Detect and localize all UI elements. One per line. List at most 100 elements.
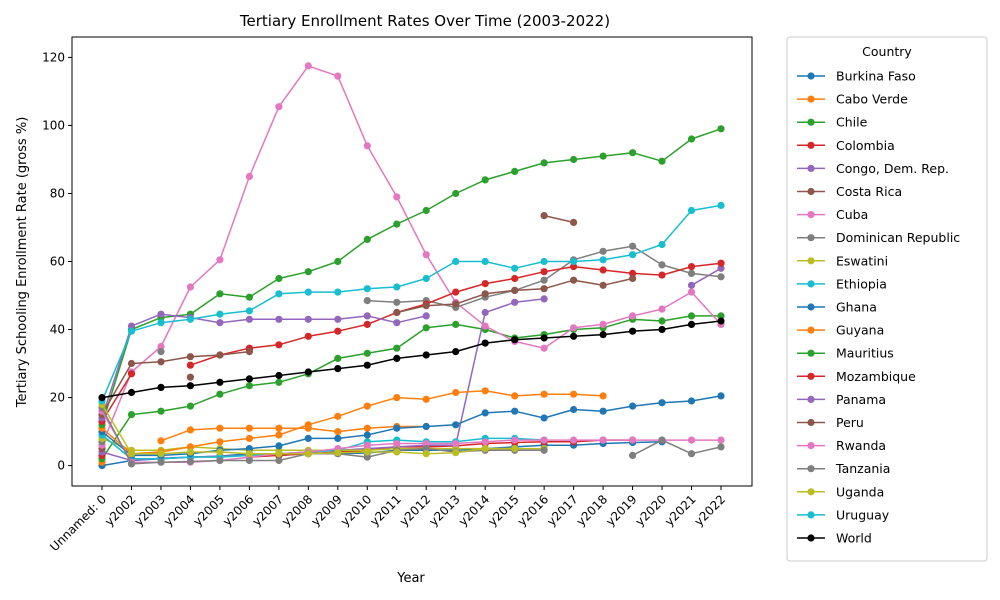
series-layer	[98, 62, 725, 470]
data-point	[245, 434, 253, 442]
data-point	[452, 388, 460, 397]
data-point	[717, 259, 725, 267]
data-point	[687, 206, 696, 215]
data-point	[363, 285, 371, 293]
data-point	[658, 261, 666, 269]
legend-entry: Mauritius	[797, 346, 894, 361]
data-point	[363, 424, 371, 432]
data-point	[186, 448, 194, 456]
data-point	[393, 308, 401, 317]
data-point	[511, 445, 519, 453]
data-point	[127, 460, 136, 468]
data-point	[511, 167, 519, 175]
data-point	[540, 276, 548, 284]
data-point	[186, 382, 194, 390]
data-point	[157, 319, 165, 327]
series-line	[101, 313, 427, 419]
legend-swatch-marker	[807, 234, 815, 242]
data-point	[422, 251, 430, 259]
data-point	[304, 421, 312, 429]
legend-swatch-marker	[807, 349, 815, 357]
legend-swatch-marker	[807, 465, 815, 473]
data-point	[422, 422, 430, 431]
data-point	[245, 315, 253, 323]
data-point	[186, 361, 194, 369]
data-point	[481, 290, 489, 298]
data-point	[540, 334, 548, 342]
data-point	[334, 72, 342, 80]
data-point	[304, 288, 312, 296]
data-point	[275, 341, 283, 349]
data-point	[452, 288, 460, 296]
legend-label: Ethiopia	[836, 276, 887, 291]
data-point	[275, 290, 283, 298]
legend-entry: Tanzania	[797, 461, 890, 476]
legend-label: Colombia	[836, 138, 895, 153]
data-point	[687, 320, 696, 328]
data-point	[658, 240, 666, 249]
data-point	[629, 451, 637, 459]
legend-swatch-marker	[807, 534, 815, 542]
legend-entry: Cabo Verde	[797, 92, 908, 107]
series-line	[101, 434, 545, 460]
data-point	[658, 305, 666, 313]
data-point	[245, 293, 253, 301]
y-tick-label: 40	[50, 323, 65, 337]
data-point	[275, 456, 283, 465]
legend-entry: Eswatini	[797, 253, 888, 268]
data-point	[629, 402, 637, 410]
legend-entry: Burkina Faso	[797, 69, 916, 84]
legend-label: Eswatini	[836, 253, 888, 268]
data-point	[481, 308, 489, 317]
legend-entry: Guyana	[797, 323, 884, 338]
data-point	[599, 256, 607, 264]
data-point	[599, 392, 607, 400]
data-point	[599, 266, 607, 274]
data-point	[717, 436, 725, 444]
data-point	[717, 312, 725, 320]
data-point	[540, 295, 548, 303]
data-point	[334, 449, 342, 457]
data-point	[186, 457, 194, 466]
data-point	[334, 354, 342, 362]
legend-swatch-marker	[807, 95, 815, 103]
data-point	[304, 268, 312, 276]
data-point	[393, 344, 401, 352]
data-point	[186, 283, 194, 291]
legend-entry: Uruguay	[797, 507, 890, 522]
data-point	[216, 424, 224, 432]
legend-swatch-marker	[807, 395, 815, 403]
data-point	[363, 312, 371, 320]
data-point	[570, 332, 578, 340]
data-point	[157, 348, 165, 356]
data-point	[363, 235, 371, 243]
data-point	[393, 448, 401, 456]
data-point	[304, 450, 312, 458]
legend-entry: Costa Rica	[797, 184, 902, 199]
data-point	[393, 424, 401, 432]
y-tick-label: 80	[50, 186, 65, 200]
data-point	[275, 371, 283, 380]
data-point	[363, 453, 371, 461]
chart-title: Tertiary Enrollment Rates Over Time (200…	[239, 12, 610, 30]
series-world	[98, 317, 725, 402]
data-point	[452, 449, 460, 457]
data-point	[334, 288, 342, 296]
legend-entry: Uganda	[797, 484, 884, 499]
data-point	[629, 149, 637, 157]
data-point	[511, 336, 519, 344]
data-point	[452, 257, 460, 266]
data-point	[687, 263, 696, 271]
data-point	[157, 342, 165, 351]
data-point	[245, 172, 253, 181]
data-point	[658, 436, 666, 444]
y-tick-label: 0	[57, 459, 65, 473]
data-point	[540, 212, 548, 220]
data-point	[393, 394, 401, 402]
data-point	[422, 274, 430, 283]
data-point	[186, 426, 194, 434]
y-tick-label: 60	[50, 255, 65, 269]
series-line	[101, 315, 721, 460]
data-point	[570, 436, 578, 444]
data-point	[157, 358, 165, 366]
